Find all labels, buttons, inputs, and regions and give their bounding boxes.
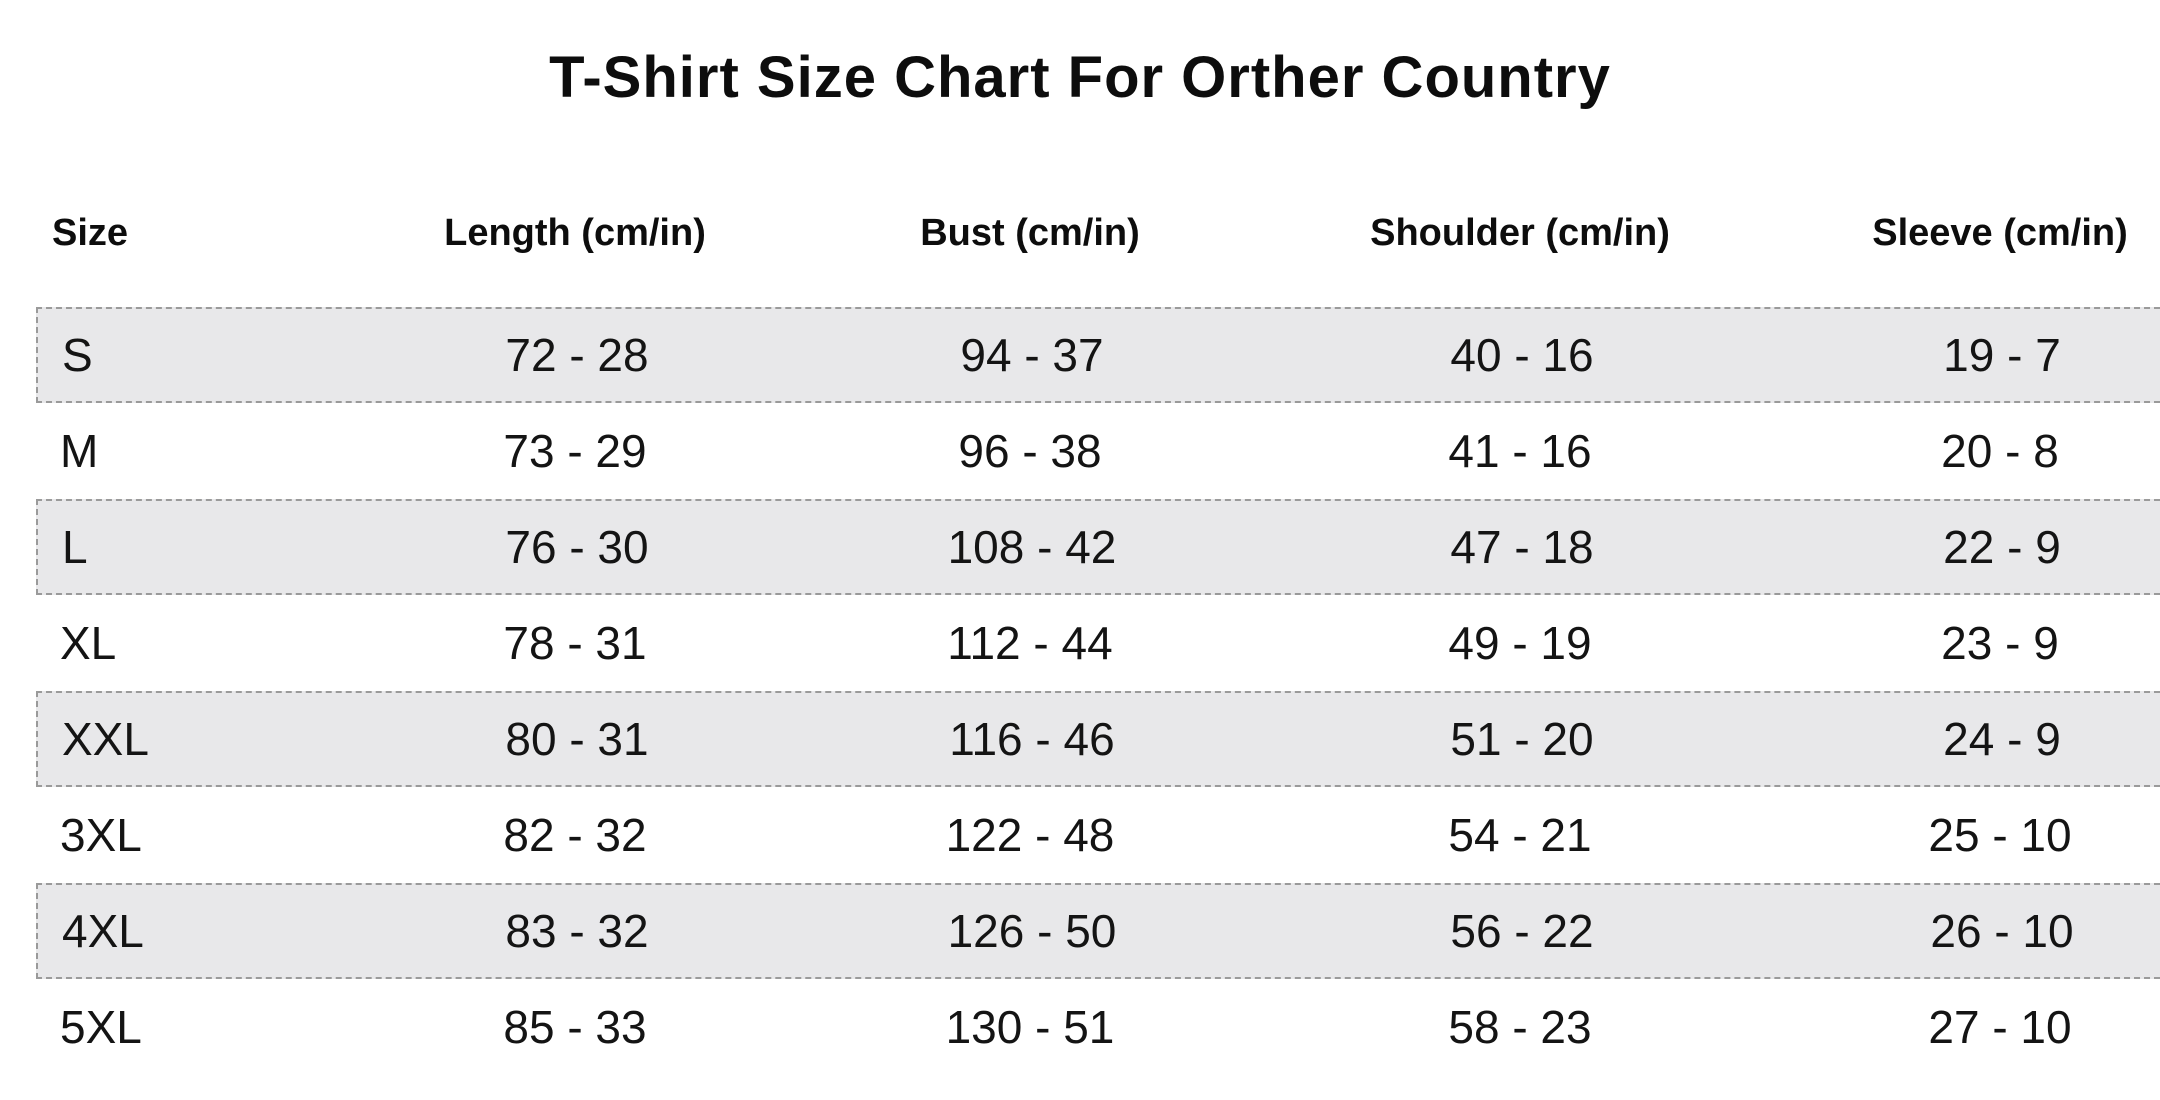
column-header-sleeve: Sleeve (cm/in) [1872, 211, 2128, 254]
size-cell: 5XL [60, 1001, 142, 1053]
bust-cell: 96 - 38 [958, 425, 1102, 477]
bust-cell: 94 - 37 [960, 329, 1104, 381]
size-cell: XL [60, 617, 117, 669]
length-cell: 83 - 32 [505, 905, 649, 957]
table-row-xxl: XXL 80 - 31 116 - 46 51 - 20 24 - 9 [36, 691, 2160, 787]
sleeve-cell: 19 - 7 [1943, 329, 2061, 381]
sleeve-cell: 27 - 10 [1928, 1001, 2072, 1053]
length-cell: 80 - 31 [505, 713, 649, 765]
table-row-s: S 72 - 28 94 - 37 40 - 16 19 - 7 [36, 307, 2160, 403]
bust-cell: 122 - 48 [945, 809, 1115, 861]
shoulder-cell: 51 - 20 [1450, 713, 1594, 765]
size-cell: 3XL [60, 809, 142, 861]
bust-cell: 126 - 50 [947, 905, 1117, 957]
table-row-m: M 73 - 29 96 - 38 41 - 16 20 - 8 [36, 403, 2160, 499]
table-row-5xl: 5XL 85 - 33 130 - 51 58 - 23 27 - 10 [36, 979, 2160, 1075]
size-cell: XXL [62, 713, 149, 765]
length-cell: 78 - 31 [503, 617, 647, 669]
sleeve-cell: 22 - 9 [1943, 521, 2061, 573]
shoulder-cell: 58 - 23 [1448, 1001, 1592, 1053]
shoulder-cell: 49 - 19 [1448, 617, 1592, 669]
sleeve-cell: 24 - 9 [1943, 713, 2061, 765]
length-cell: 72 - 28 [505, 329, 649, 381]
sleeve-cell: 23 - 9 [1941, 617, 2059, 669]
length-cell: 76 - 30 [505, 521, 649, 573]
table-row-3xl: 3XL 82 - 32 122 - 48 54 - 21 25 - 10 [36, 787, 2160, 883]
shoulder-cell: 40 - 16 [1450, 329, 1594, 381]
length-cell: 73 - 29 [503, 425, 647, 477]
sleeve-cell: 25 - 10 [1928, 809, 2072, 861]
bust-cell: 130 - 51 [945, 1001, 1115, 1053]
shoulder-cell: 41 - 16 [1448, 425, 1592, 477]
table-row-l: L 76 - 30 108 - 42 47 - 18 22 - 9 [36, 499, 2160, 595]
length-cell: 82 - 32 [503, 809, 647, 861]
bust-cell: 112 - 44 [947, 617, 1113, 669]
column-header-shoulder: Shoulder (cm/in) [1370, 211, 1670, 254]
size-cell: S [62, 329, 93, 381]
size-cell: 4XL [62, 905, 144, 957]
shoulder-cell: 56 - 22 [1450, 905, 1594, 957]
size-cell: L [62, 521, 88, 573]
size-chart-table: Size Length (cm/in) Bust (cm/in) Shoulde… [36, 197, 2160, 1075]
table-header-row: Size Length (cm/in) Bust (cm/in) Shoulde… [36, 197, 2160, 269]
sleeve-cell: 20 - 8 [1941, 425, 2059, 477]
table-row-4xl: 4XL 83 - 32 126 - 50 56 - 22 26 - 10 [36, 883, 2160, 979]
sleeve-cell: 26 - 10 [1930, 905, 2074, 957]
shoulder-cell: 54 - 21 [1448, 809, 1592, 861]
table-row-xl: XL 78 - 31 112 - 44 49 - 19 23 - 9 [36, 595, 2160, 691]
column-header-length: Length (cm/in) [444, 211, 706, 254]
page-title: T-Shirt Size Chart For Orther Country [549, 45, 1611, 110]
size-cell: M [60, 425, 99, 477]
column-header-bust: Bust (cm/in) [920, 211, 1140, 254]
bust-cell: 116 - 46 [949, 713, 1115, 765]
length-cell: 85 - 33 [503, 1001, 647, 1053]
column-header-size: Size [52, 211, 129, 254]
bust-cell: 108 - 42 [947, 521, 1117, 573]
table-body: S 72 - 28 94 - 37 40 - 16 19 - 7 M 73 - … [36, 307, 2160, 1075]
shoulder-cell: 47 - 18 [1450, 521, 1594, 573]
